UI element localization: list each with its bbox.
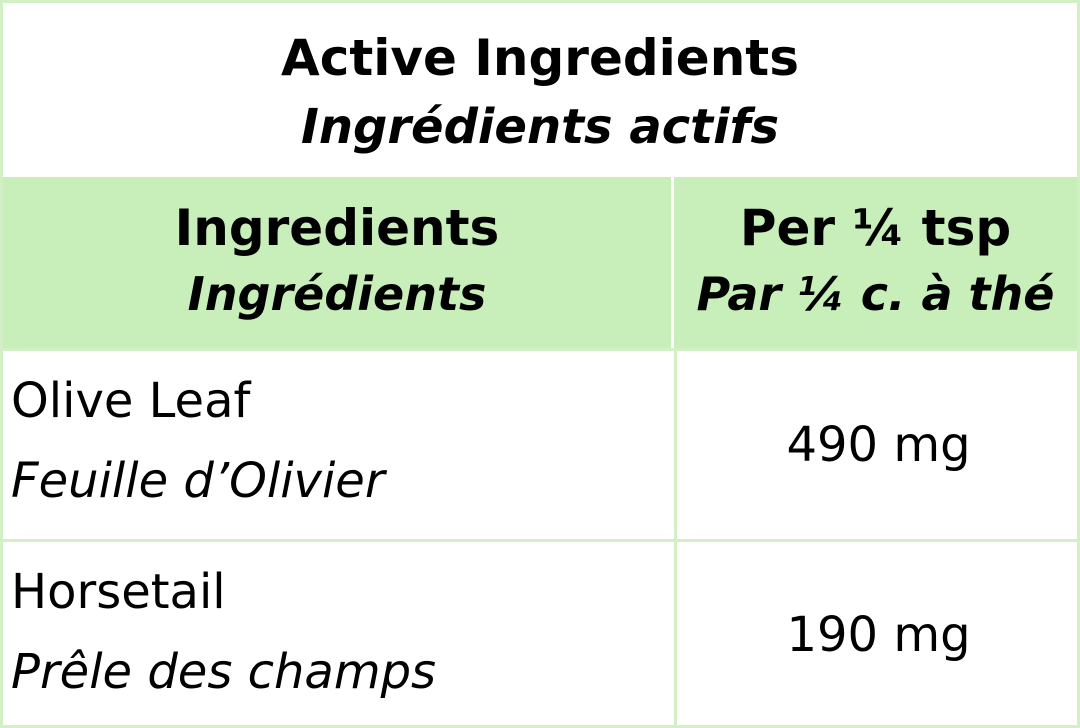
header-ingredients: Ingredients Ingrédients	[3, 177, 671, 348]
table-row: Horsetail Prêle des champs 190 mg	[3, 539, 1077, 728]
ingredient-name-fr: Prêle des champs	[11, 644, 437, 700]
header-ingredients-en: Ingredients	[174, 199, 500, 257]
ingredient-amount: 490 mg	[674, 351, 1080, 539]
table-title: Active Ingredients Ingrédients actifs	[3, 3, 1077, 177]
ingredient-name-fr: Feuille d’Olivier	[11, 453, 385, 509]
title-english: Active Ingredients	[281, 29, 799, 87]
header-amount-en: Per ¼ tsp	[739, 199, 1012, 257]
ingredient-name-en: Horsetail	[11, 564, 226, 620]
ingredient-amount: 190 mg	[674, 542, 1080, 728]
header-divider	[671, 177, 674, 348]
title-french: Ingrédients actifs	[300, 99, 780, 155]
header-amount-fr: Par ¼ c. à thé	[696, 267, 1055, 321]
table-row: Olive Leaf Feuille d’Olivier 490 mg	[3, 348, 1077, 539]
ingredient-name-en: Olive Leaf	[11, 373, 251, 429]
header-ingredients-fr: Ingrédients	[187, 267, 487, 321]
header-amount: Per ¼ tsp Par ¼ c. à thé	[674, 177, 1077, 348]
